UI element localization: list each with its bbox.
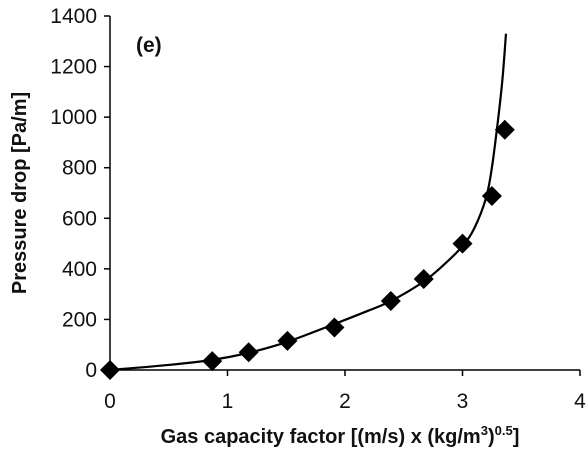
x-axis-title: Gas capacity factor [(m/s) x (kg/m3)0.5] [161, 423, 520, 448]
x-tick-labels: 0 1 2 3 4 [104, 390, 586, 413]
y-tick-label: 200 [62, 308, 97, 331]
x-tick-label: 3 [457, 390, 469, 413]
x-axis-title-sup2: 0.5 [495, 423, 513, 438]
y-tick-label: 400 [62, 258, 97, 281]
panel-label: (e) [136, 34, 162, 57]
y-tick-label: 0 [85, 359, 97, 382]
data-point-diamond [238, 342, 259, 363]
x-tick-label: 2 [339, 390, 351, 413]
x-axis-title-main: Gas capacity factor [(m/s) x (kg/m [161, 426, 481, 448]
data-point-diamond [202, 351, 223, 372]
y-tick-label: 600 [62, 207, 97, 230]
data-point-diamond [413, 268, 434, 289]
y-tick-label: 1000 [50, 106, 97, 129]
data-point-diamond [100, 360, 120, 380]
marker-layer [100, 119, 515, 380]
y-tick-label: 800 [62, 157, 97, 180]
data-point-diamond [324, 317, 345, 338]
x-axis-title-end: ] [513, 426, 520, 448]
data-point-diamond [494, 119, 515, 140]
data-point-diamond [277, 330, 298, 351]
axes [104, 15, 581, 376]
data-point-diamond [481, 186, 502, 207]
y-tick-labels: 0 200 400 600 800 1000 1200 1400 [50, 5, 97, 382]
y-tick-label: 1400 [50, 5, 97, 28]
data-point-diamond [452, 233, 473, 254]
x-tick-label: 0 [104, 390, 116, 413]
y-tick-label: 1200 [50, 56, 97, 79]
x-axis-title-sup1: 3 [481, 423, 488, 438]
x-tick-label: 1 [222, 390, 234, 413]
data-point-diamond [380, 290, 401, 311]
fit-curve-layer [109, 33, 508, 372]
x-axis-title-mid: ) [488, 426, 495, 448]
y-axis-title: Pressure drop [Pa/m] [9, 92, 31, 294]
x-tick-label: 4 [574, 390, 586, 413]
fit-curve [109, 33, 508, 372]
